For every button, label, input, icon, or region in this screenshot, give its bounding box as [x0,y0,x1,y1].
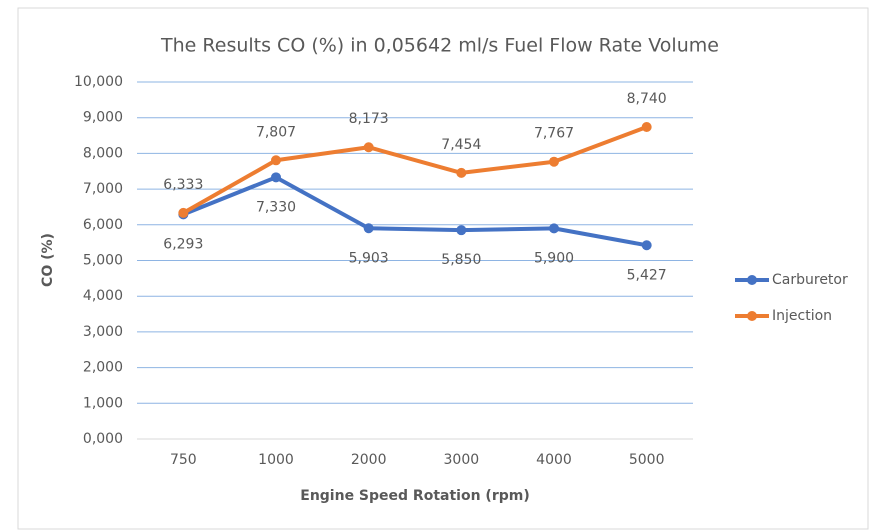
y-tick-label: 8,000 [83,145,123,161]
y-tick-label: 0,000 [83,431,123,447]
y-axis-title: CO (%) [40,233,56,287]
y-tick-label: 6,000 [83,217,123,233]
y-tick-label: 10,000 [74,74,123,90]
y-tick-label: 3,000 [83,324,123,340]
data-point [363,223,374,234]
data-label: 5,427 [627,267,667,283]
y-tick-label: 5,000 [83,253,123,269]
legend-label: Carburetor [772,272,848,288]
data-point [456,225,467,236]
chart-title: The Results CO (%) in 0,05642 ml/s Fuel … [160,35,719,57]
data-point [271,155,281,166]
x-tick-label: 3000 [444,452,480,468]
series-line [181,175,649,248]
legend-label: Injection [772,308,832,324]
data-label: 7,767 [534,126,574,142]
data-label: 6,333 [163,177,203,193]
data-label: 7,454 [441,137,481,153]
data-label: 6,293 [163,236,203,252]
data-label: 8,740 [627,91,667,107]
data-label: 5,900 [534,250,574,266]
x-tick-label: 1000 [258,452,294,468]
data-point [549,223,559,234]
data-point [641,121,652,132]
x-axis-title: Engine Speed Rotation (rpm) [300,488,529,504]
series-line [181,124,649,215]
x-tick-label: 2000 [351,452,387,468]
y-tick-label: 1,000 [83,395,123,411]
data-point [271,172,281,183]
y-tick-label: 7,000 [83,181,123,197]
data-label: 8,173 [349,111,389,127]
y-tick-label: 9,000 [83,110,123,126]
data-point [363,142,374,153]
data-point [641,240,652,251]
data-label: 7,807 [256,124,296,140]
y-tick-label: 4,000 [83,288,123,304]
chart-frame [17,7,869,530]
y-tick-label: 2,000 [83,360,123,376]
data-point [178,207,189,218]
data-label: 5,850 [441,252,481,268]
x-tick-label: 4000 [536,452,572,468]
data-point [456,167,467,178]
legend-marker [747,275,757,285]
legend-marker [747,311,757,321]
data-label: 7,330 [256,199,296,215]
data-point [549,156,559,167]
x-tick-label: 750 [170,452,197,468]
x-tick-label: 5000 [629,452,665,468]
data-label: 5,903 [349,250,389,266]
